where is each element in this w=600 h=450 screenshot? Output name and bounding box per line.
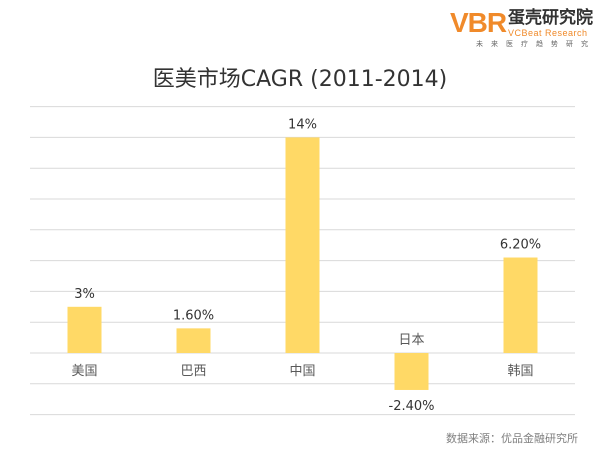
brand-logo: VBR 蛋壳研究院 VCBeat Research 未来医疗趋势研究 xyxy=(450,6,596,48)
value-label: -2.40% xyxy=(389,399,435,414)
category-label: 中国 xyxy=(289,364,315,379)
category-label: 韩国 xyxy=(507,364,533,379)
value-labels: 3% 1.60% 14% -2.40% 6.20% xyxy=(74,117,541,414)
category-label: 美国 xyxy=(71,364,97,379)
bar xyxy=(503,257,538,353)
bar xyxy=(176,328,211,353)
bars xyxy=(67,137,538,390)
brand-name-cn: 蛋壳研究院 xyxy=(508,8,593,28)
value-label: 14% xyxy=(288,117,317,132)
data-source: 数据来源：优品金融研究所 xyxy=(446,432,578,445)
brand-mark: VBR xyxy=(450,7,507,38)
value-label: 3% xyxy=(74,287,95,302)
category-label: 巴西 xyxy=(180,364,206,379)
value-label: 6.20% xyxy=(500,238,541,253)
bar xyxy=(394,353,429,390)
value-label: 1.60% xyxy=(173,308,214,323)
bar xyxy=(67,306,102,353)
brand-tagline: 未来医疗趋势研究 xyxy=(476,40,596,48)
bar xyxy=(285,137,320,353)
chart-title: 医美市场CAGR (2011-2014) xyxy=(153,67,447,92)
category-label: 日本 xyxy=(398,333,424,348)
brand-name-en: VCBeat Research xyxy=(508,28,588,38)
